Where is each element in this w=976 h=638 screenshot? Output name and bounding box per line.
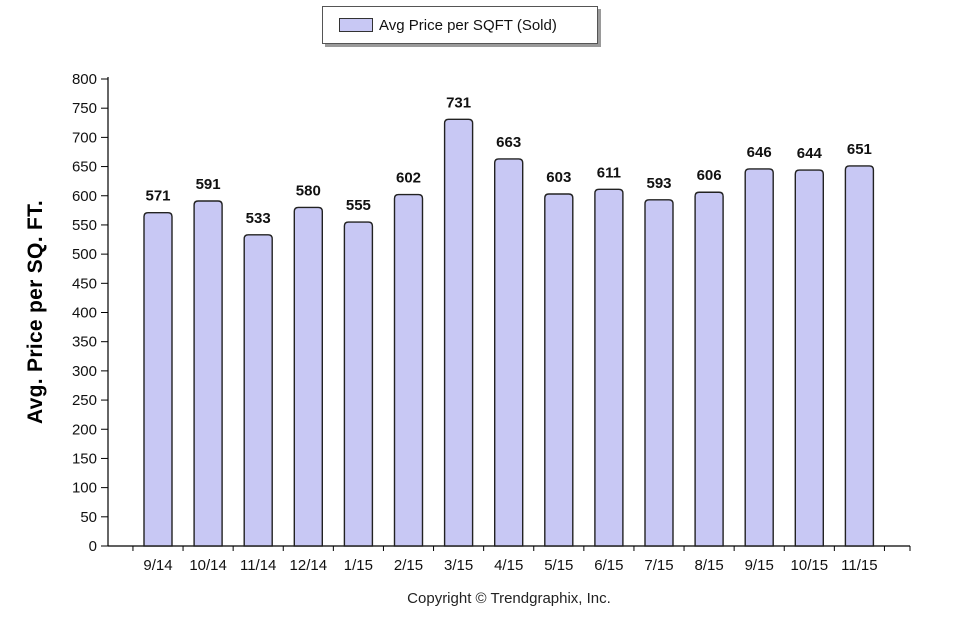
- data-label: 644: [797, 145, 823, 162]
- y-tick-label: 450: [72, 275, 97, 292]
- bar: [143, 211, 173, 547]
- x-tick-label: 10/14: [189, 557, 227, 574]
- x-tick-label: 7/15: [644, 557, 673, 574]
- x-tick-label: 12/14: [290, 557, 328, 574]
- x-tick-label: 11/15: [841, 557, 877, 574]
- data-label: 651: [847, 141, 872, 158]
- y-tick-label: 600: [72, 188, 97, 205]
- x-tick-label: 9/15: [745, 557, 774, 574]
- legend-label: Avg Price per SQFT (Sold): [379, 16, 557, 34]
- data-label: 606: [697, 167, 722, 184]
- data-label: 663: [496, 134, 521, 151]
- bar: [694, 191, 724, 547]
- y-tick-label: 250: [72, 392, 97, 409]
- data-label: 533: [246, 210, 271, 227]
- y-tick-label: 800: [72, 71, 97, 88]
- data-label: 593: [646, 175, 671, 192]
- bar: [393, 193, 424, 547]
- data-label: 603: [546, 169, 571, 186]
- bar: [594, 188, 624, 547]
- y-tick-label: 550: [72, 217, 97, 234]
- data-label: 602: [396, 170, 421, 187]
- y-axis-title: Avg. Price per SQ. FT.: [24, 199, 47, 425]
- bar: [343, 221, 374, 547]
- data-label: 571: [145, 188, 170, 205]
- bar: [544, 193, 574, 547]
- x-tick-label: 3/15: [444, 557, 473, 574]
- bar: [644, 199, 674, 547]
- x-tick-label: 9/14: [143, 557, 172, 574]
- x-tick-label: 1/15: [344, 557, 373, 574]
- data-label: 611: [597, 164, 621, 181]
- y-tick-label: 100: [72, 480, 97, 497]
- bar: [193, 200, 223, 547]
- bar: [243, 234, 273, 547]
- legend: Avg Price per SQFT (Sold): [322, 6, 598, 44]
- copyright-text: Copyright © Trendgraphix, Inc.: [407, 590, 611, 607]
- y-tick-label: 200: [72, 421, 97, 438]
- data-label: 591: [196, 176, 221, 193]
- y-tick-label: 50: [80, 509, 97, 526]
- x-tick-label: 2/15: [394, 557, 423, 574]
- x-tick-label: 4/15: [494, 557, 523, 574]
- data-label: 731: [446, 94, 471, 111]
- bar: [744, 168, 774, 547]
- data-label: 580: [296, 182, 321, 199]
- y-tick-label: 750: [72, 100, 97, 117]
- y-tick-label: 400: [72, 305, 97, 322]
- data-label: 646: [747, 144, 772, 161]
- x-tick-label: 10/15: [791, 557, 829, 574]
- bar: [844, 165, 875, 547]
- x-tick-label: 8/15: [694, 557, 723, 574]
- legend-swatch: [339, 18, 373, 32]
- data-label: 555: [346, 197, 371, 214]
- y-tick-label: 0: [89, 538, 97, 555]
- bar: [794, 169, 824, 547]
- x-tick-label: 11/14: [240, 557, 276, 574]
- y-tick-label: 650: [72, 159, 97, 176]
- x-tick-label: 5/15: [544, 557, 573, 574]
- bar: [494, 158, 524, 547]
- y-tick-label: 350: [72, 334, 97, 351]
- bar: [443, 118, 474, 547]
- y-tick-label: 300: [72, 363, 97, 380]
- x-tick-label: 6/15: [594, 557, 623, 574]
- y-tick-label: 150: [72, 450, 97, 467]
- y-tick-label: 500: [72, 246, 97, 263]
- bar: [293, 206, 323, 547]
- y-tick-label: 700: [72, 129, 97, 146]
